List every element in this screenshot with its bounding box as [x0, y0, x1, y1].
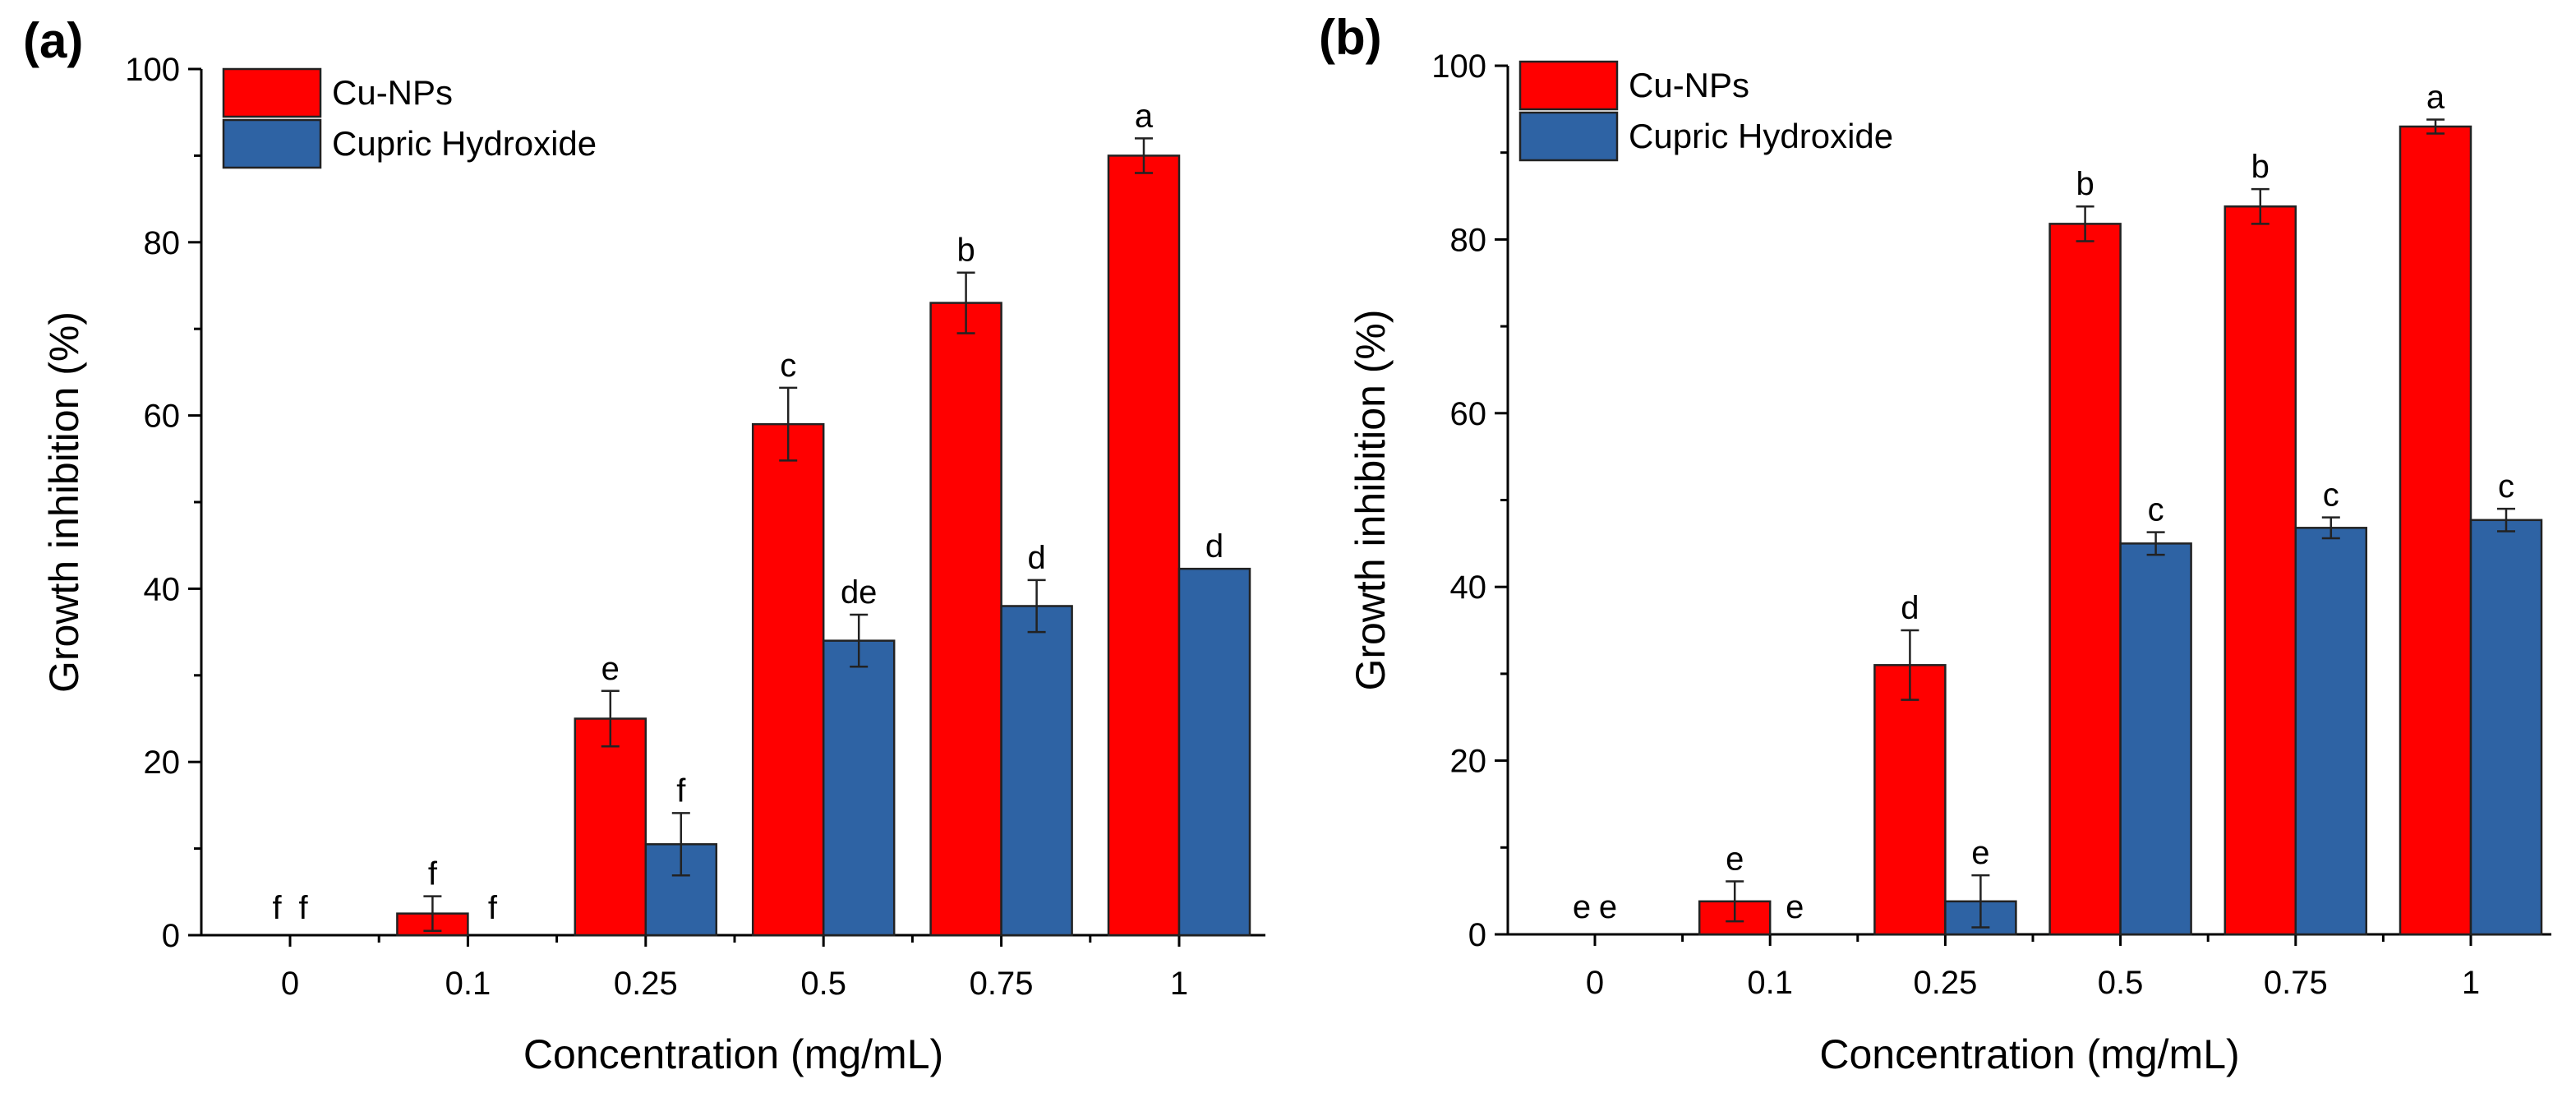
significance-letter: c — [2498, 468, 2514, 505]
significance-letter: c — [2148, 492, 2164, 528]
bar-cu-nps — [2399, 125, 2472, 936]
bar-cu-nps — [1107, 154, 1181, 937]
significance-letter: e — [1573, 889, 1591, 925]
bar-cu-nps — [2048, 223, 2122, 936]
bar-cu-nps — [751, 422, 825, 937]
x-axis-title: Concentration (mg/mL) — [523, 1031, 943, 1077]
y-tick-label: 80 — [1450, 222, 1487, 258]
significance-letter: a — [2426, 80, 2445, 116]
x-tick-label: 0 — [1586, 965, 1604, 1001]
significance-letter: d — [1205, 528, 1223, 565]
significance-letter: f — [272, 890, 282, 926]
x-tick-label: 1 — [1170, 966, 1188, 1002]
bar-cupric-hydroxide — [1000, 605, 1073, 937]
x-tick-label: 0 — [281, 966, 299, 1002]
bar-cupric-hydroxide — [2469, 519, 2543, 936]
legend-swatch-cu-nps — [222, 67, 322, 118]
bar-cupric-hydroxide — [2294, 527, 2368, 936]
bar-cupric-hydroxide — [822, 639, 896, 937]
x-tick-label: 0.5 — [2098, 965, 2144, 1001]
significance-letter: e — [1786, 889, 1804, 925]
significance-letter: f — [488, 890, 498, 926]
x-tick-label: 0.75 — [2264, 965, 2328, 1001]
y-tick-label: 60 — [1450, 396, 1487, 432]
x-tick-label: 0.1 — [445, 966, 491, 1002]
significance-letter: c — [2323, 477, 2339, 514]
significance-letter: b — [2076, 166, 2094, 202]
panel-label: (a) — [23, 13, 83, 68]
y-tick-label: 100 — [125, 52, 180, 88]
bar-cu-nps — [929, 302, 1002, 937]
bar-cu-nps — [574, 717, 647, 937]
significance-letter: f — [298, 890, 308, 926]
significance-letter: c — [780, 348, 796, 384]
legend-swatch-cu-nps — [1518, 60, 1619, 111]
x-tick-label: 0.1 — [1747, 965, 1793, 1001]
y-tick-label: 0 — [1468, 917, 1486, 953]
significance-letter: d — [1027, 540, 1045, 576]
x-tick-label: 0.5 — [800, 966, 846, 1002]
y-axis-title: Growth inhibition (%) — [1348, 309, 1394, 690]
y-tick-label: 80 — [144, 225, 181, 261]
significance-letter: e — [1726, 841, 1744, 878]
significance-letter: b — [2251, 149, 2270, 185]
significance-letter: e — [601, 651, 620, 687]
y-tick-label: 40 — [1450, 569, 1487, 606]
legend-swatch-cupric-hydroxide — [222, 118, 322, 169]
y-tick-label: 0 — [162, 918, 180, 954]
significance-letter: a — [1135, 98, 1154, 134]
bar-cu-nps — [2223, 205, 2297, 936]
y-tick-label: 20 — [1450, 744, 1487, 780]
significance-letter: f — [676, 772, 686, 809]
legend-swatch-cupric-hydroxide — [1518, 111, 1619, 162]
y-tick-label: 40 — [144, 571, 181, 607]
panel-label: (b) — [1319, 10, 1382, 65]
significance-letter: d — [1901, 590, 1919, 626]
legend-label: Cupric Hydroxide — [1629, 117, 1893, 155]
significance-letter: b — [956, 233, 975, 269]
legend-label: Cu-NPs — [1629, 66, 1749, 104]
y-tick-label: 100 — [1431, 48, 1486, 85]
y-tick-label: 60 — [144, 399, 181, 435]
significance-letter: e — [1599, 889, 1617, 925]
significance-letter: e — [1971, 835, 1989, 871]
x-axis-title: Concentration (mg/mL) — [1819, 1031, 2239, 1077]
bar-cupric-hydroxide — [1177, 567, 1251, 937]
x-tick-label: 1 — [2462, 965, 2480, 1001]
significance-letter: f — [428, 856, 438, 892]
x-tick-label: 0.75 — [970, 966, 1034, 1002]
legend-label: Cupric Hydroxide — [332, 124, 597, 163]
x-tick-label: 0.25 — [614, 966, 678, 1002]
significance-letter: de — [841, 574, 878, 611]
y-tick-label: 20 — [144, 745, 181, 781]
legend-label: Cu-NPs — [332, 73, 453, 112]
bar-cupric-hydroxide — [2119, 542, 2192, 936]
x-tick-label: 0.25 — [1913, 965, 1977, 1001]
bar-cu-nps — [1873, 664, 1947, 936]
y-axis-title: Growth inhibition (%) — [41, 311, 87, 693]
